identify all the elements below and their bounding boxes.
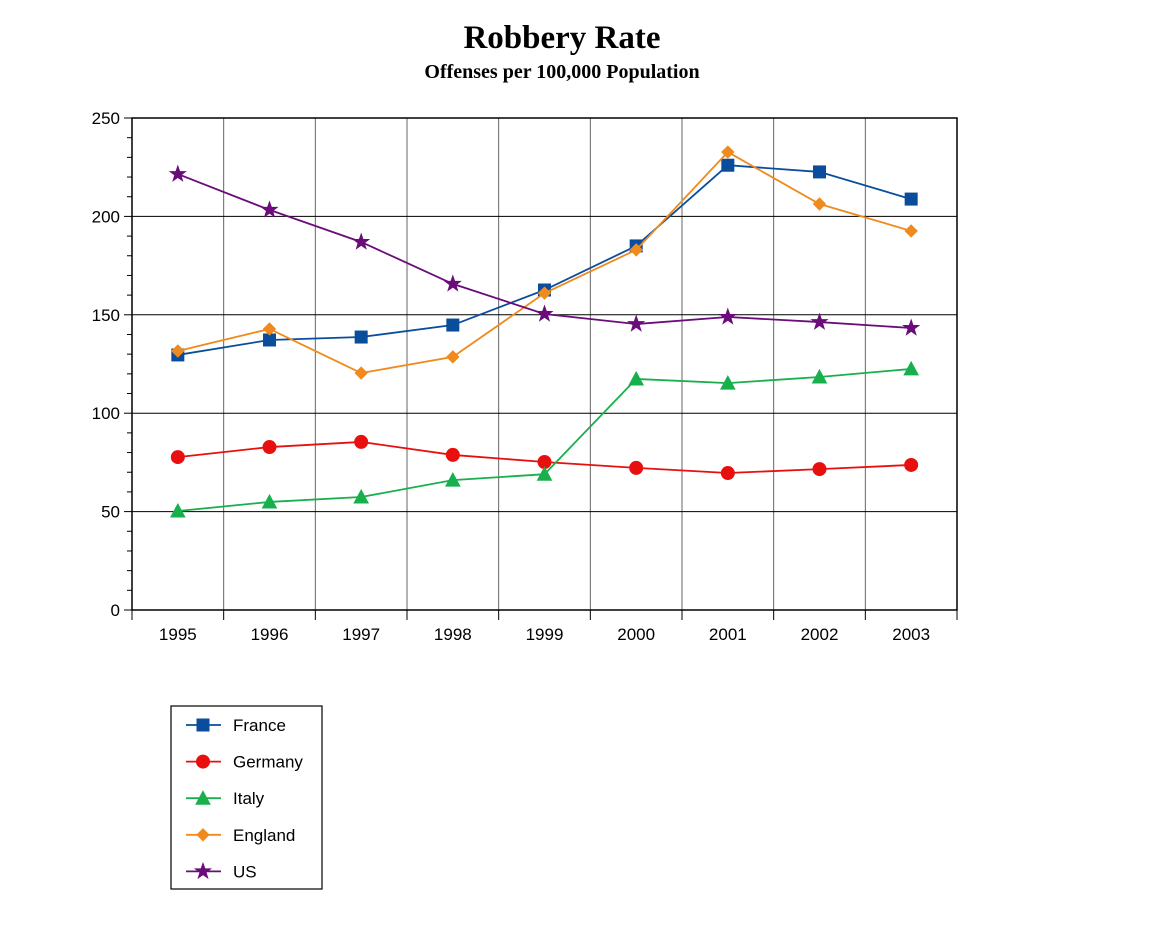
- star-marker: [627, 314, 646, 332]
- diamond-marker: [354, 366, 368, 380]
- star-marker: [352, 232, 371, 250]
- star-marker: [718, 307, 737, 325]
- diamond-marker: [629, 243, 643, 257]
- diamond-marker: [262, 322, 277, 336]
- series-us: [168, 164, 921, 336]
- square-marker: [196, 718, 210, 732]
- legend-item: France: [186, 716, 286, 735]
- x-tick-label: 1998: [434, 625, 472, 644]
- square-marker: [813, 165, 826, 179]
- x-tick-label: 2000: [617, 625, 655, 644]
- circle-marker: [904, 457, 919, 472]
- x-tick-label: 1996: [251, 625, 289, 644]
- diamond-marker: [721, 145, 735, 159]
- legend-label: Germany: [233, 753, 303, 772]
- star-marker: [168, 164, 187, 182]
- circle-marker: [720, 466, 735, 481]
- x-tick-label: 1997: [342, 625, 380, 644]
- series-germany: [170, 434, 919, 481]
- chart-title: Robbery Rate: [463, 20, 660, 56]
- square-marker: [446, 318, 460, 332]
- circle-marker: [812, 462, 827, 477]
- square-marker: [721, 158, 735, 172]
- circle-marker: [196, 754, 210, 769]
- x-tick-label: 2002: [801, 625, 839, 644]
- circle-marker: [170, 450, 185, 465]
- legend-item: Italy: [186, 789, 265, 808]
- series-england: [171, 145, 918, 380]
- star-marker: [443, 274, 462, 292]
- triangle-marker: [811, 368, 828, 384]
- plot-frame: [131, 117, 958, 611]
- x-tick-label: 2003: [892, 625, 930, 644]
- diamond-marker: [904, 224, 918, 238]
- diamond-marker: [537, 286, 552, 300]
- diamond-marker: [171, 344, 185, 358]
- triangle-marker: [261, 493, 278, 509]
- legend-item: England: [186, 826, 295, 845]
- x-tick-label: 2001: [709, 625, 747, 644]
- triangle-marker: [628, 370, 645, 386]
- triangle-marker: [903, 360, 920, 376]
- legend-label: Italy: [233, 789, 265, 808]
- circle-marker: [354, 434, 369, 449]
- star-marker: [535, 304, 554, 322]
- y-tick-label: 50: [101, 503, 120, 522]
- triangle-marker: [169, 502, 186, 518]
- triangle-marker: [353, 488, 370, 504]
- square-marker: [263, 333, 276, 347]
- triangle-marker: [536, 466, 553, 481]
- star-marker: [810, 312, 829, 330]
- y-tick-label: 200: [92, 207, 120, 226]
- star-marker: [193, 861, 213, 880]
- y-tick-label: 100: [92, 404, 120, 423]
- triangle-marker: [195, 790, 211, 805]
- legend-item: US: [186, 861, 257, 881]
- series-italy: [169, 360, 920, 518]
- star-marker: [260, 200, 279, 218]
- series-line: [177, 368, 912, 512]
- series-france: [171, 158, 918, 362]
- x-tick-label: 1995: [159, 625, 197, 644]
- square-marker: [354, 330, 368, 344]
- square-marker: [904, 192, 918, 206]
- circle-marker: [629, 460, 644, 475]
- triangle-marker: [444, 472, 461, 487]
- legend-label: France: [233, 716, 286, 735]
- y-tick-label: 250: [92, 109, 120, 128]
- diamond-marker: [196, 828, 210, 842]
- diamond-marker: [446, 350, 460, 364]
- triangle-marker: [719, 375, 736, 390]
- legend-label: US: [233, 862, 257, 881]
- diamond-marker: [812, 197, 827, 211]
- y-tick-label: 150: [92, 306, 120, 325]
- legend-item: Germany: [186, 753, 303, 772]
- chart-subtitle: Offenses per 100,000 Population: [424, 61, 699, 83]
- circle-marker: [262, 440, 277, 455]
- circle-marker: [445, 447, 460, 462]
- star-marker: [902, 318, 921, 336]
- legend-label: England: [233, 826, 295, 845]
- x-tick-label: 1999: [526, 625, 564, 644]
- y-tick-label: 0: [111, 601, 120, 620]
